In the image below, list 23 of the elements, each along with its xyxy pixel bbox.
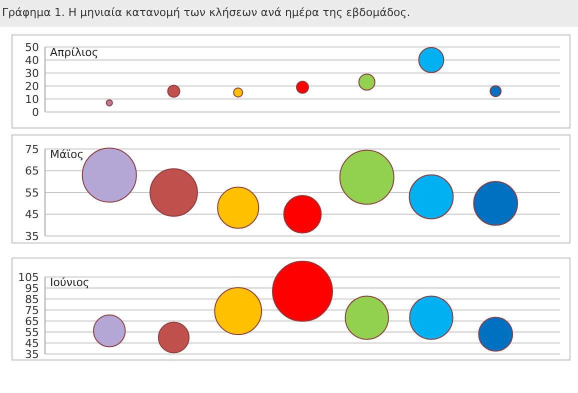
y-tick-label: 65 [25,164,39,178]
text: Γράφημα 1. Η μηνιαία κατανομή των κλήσεων ανά ημέρα της εβδομάδος. [2,6,410,19]
chart-title: Απρίλιος [50,46,98,59]
y-tick-label: 35 [25,230,39,243]
y-tick-label: 45 [25,208,39,222]
y-tick-label: 55 [25,326,39,339]
y-tick-label: 40 [25,54,39,67]
y-tick-label: 105 [18,270,39,284]
y-tick-label: 75 [25,142,39,156]
y-tick-label: 65 [25,314,39,328]
y-tick-label: 75 [25,304,39,317]
y-tick-label: 30 [25,66,39,80]
y-tick-label: 0 [32,106,39,119]
y-tick-label: 85 [25,292,39,306]
y-tick-label: 20 [25,80,39,93]
chart-title: Μάϊος [50,148,84,161]
y-tick-label: 45 [25,336,39,350]
y-tick-label: 55 [25,186,39,200]
y-tick-label: 10 [25,92,39,106]
y-tick-label: 95 [25,282,39,295]
chart-title: Ιούνιος [50,276,90,289]
y-tick-label: 35 [25,348,39,361]
y-tick-label: 50 [25,40,39,54]
